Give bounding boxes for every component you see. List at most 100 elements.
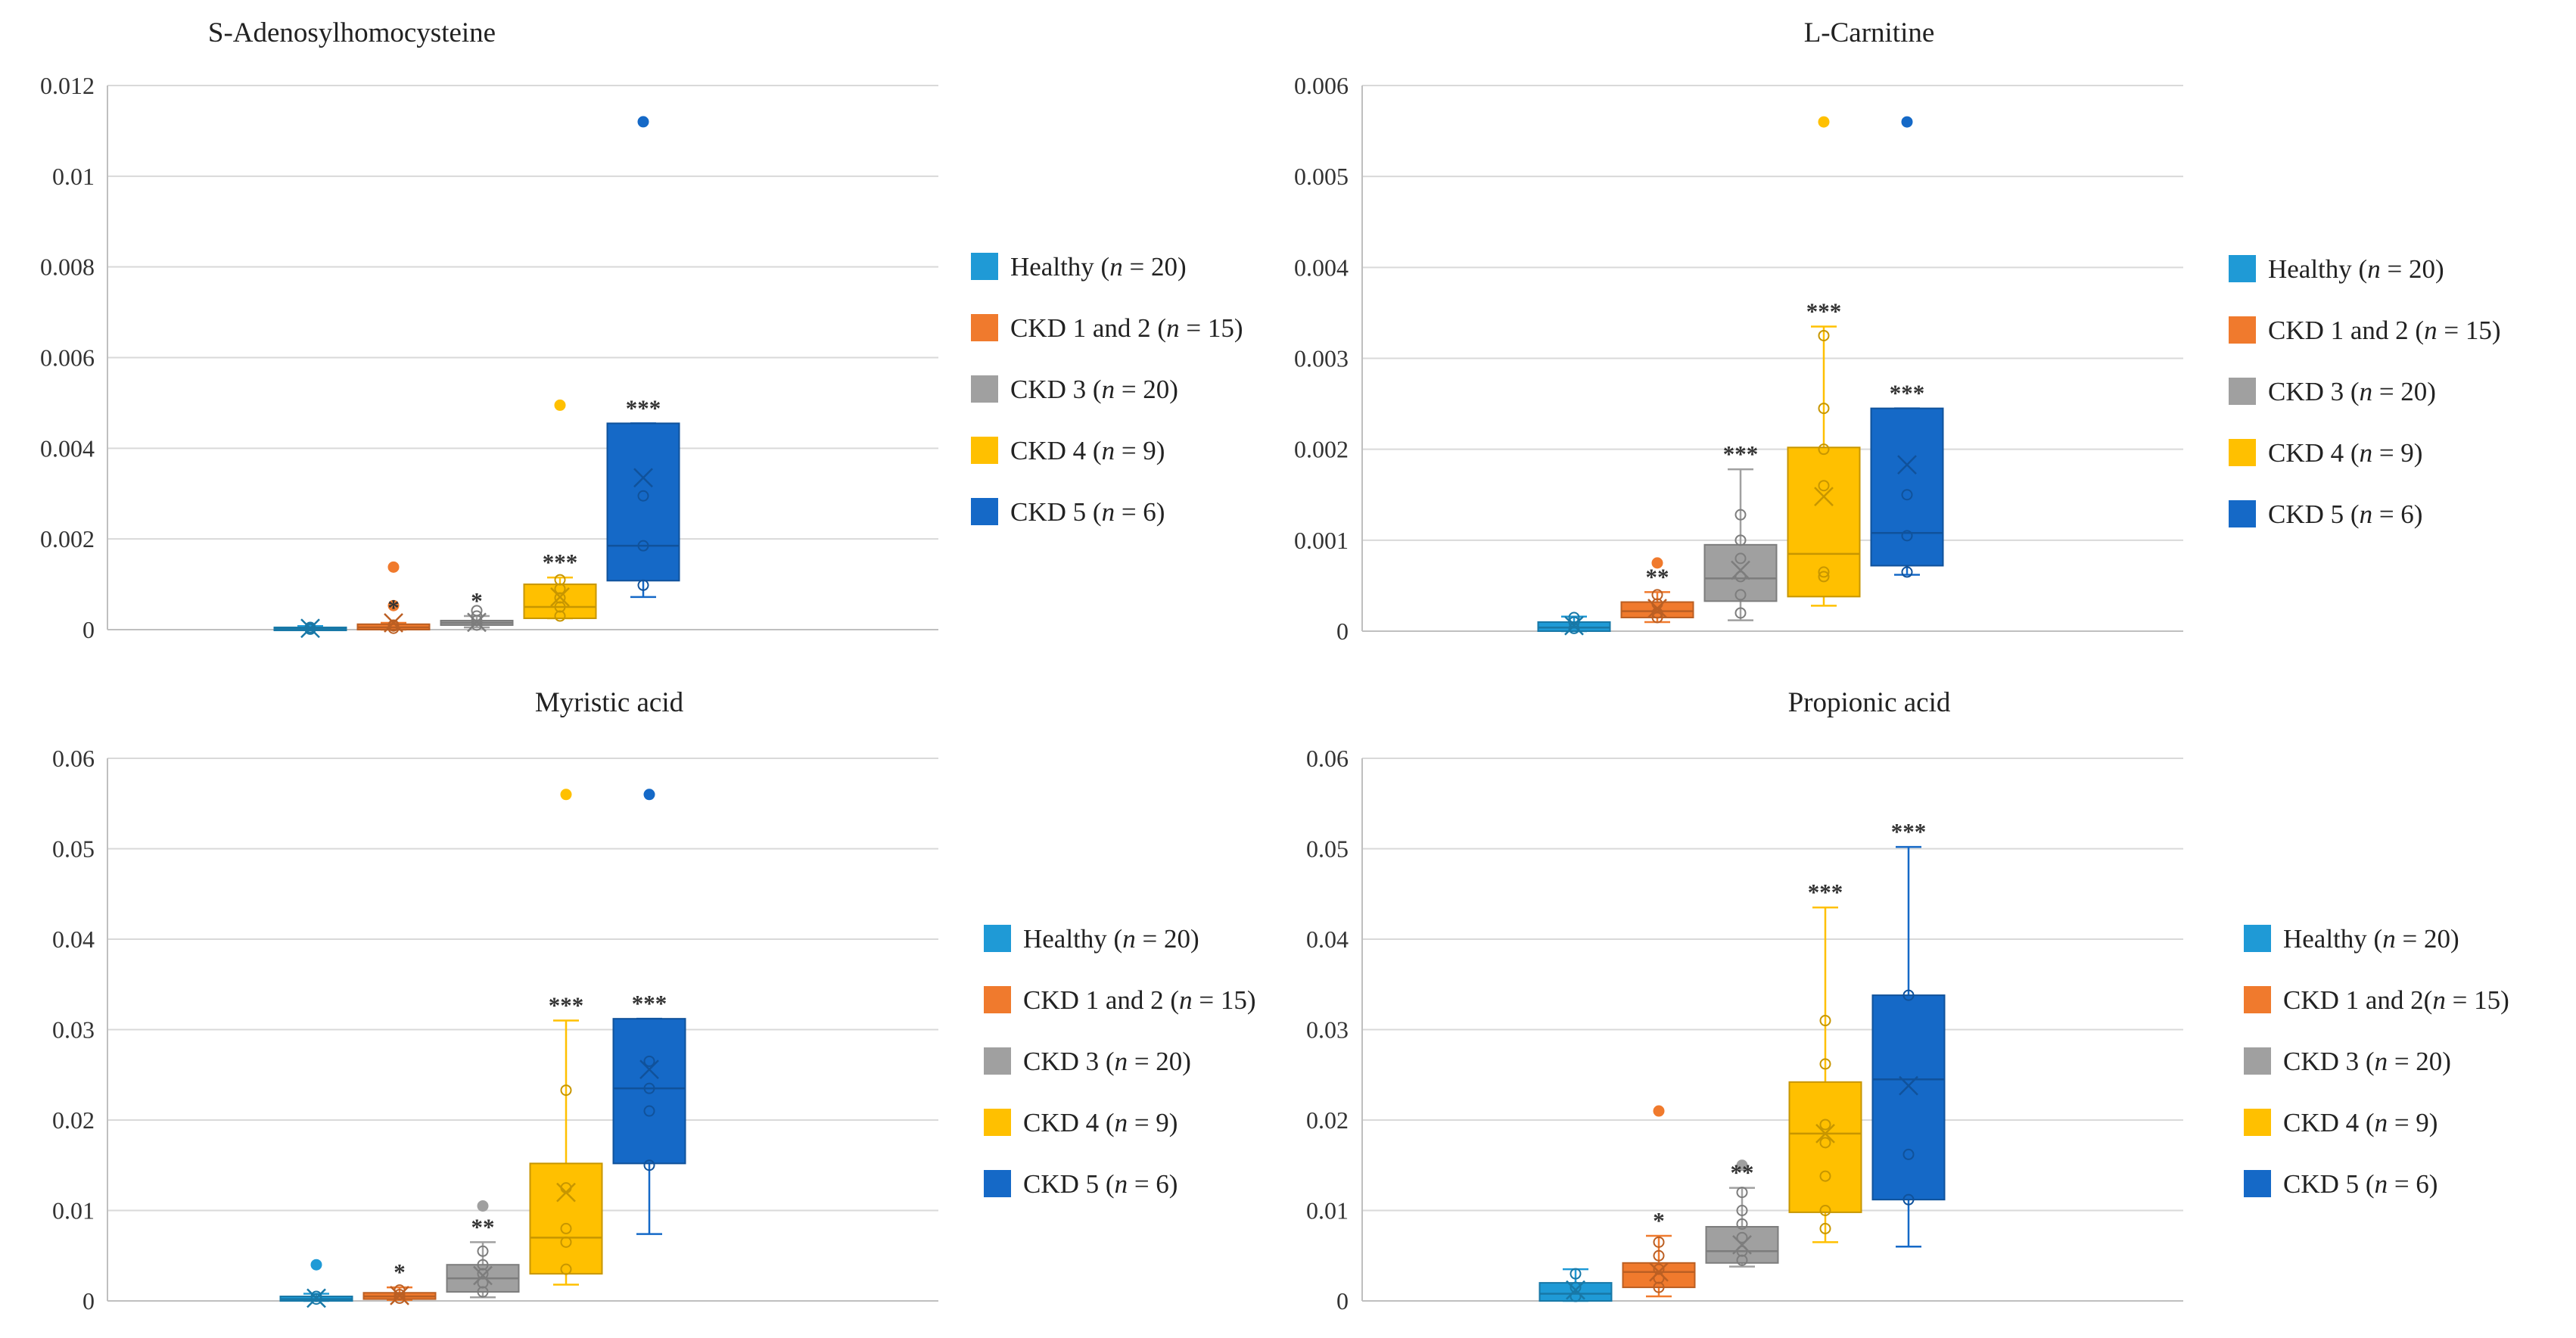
data-point [1901, 489, 1913, 501]
legend-swatch [2229, 378, 2256, 405]
y-tick-label: 0.01 [52, 1197, 95, 1224]
legend-label: CKD 1 and 2 (n = 15) [1010, 313, 1243, 343]
legend-swatch [2229, 255, 2256, 282]
legend-text: Healthy ( [1023, 924, 1122, 954]
box-ckd-3: *** [1703, 440, 1778, 621]
data-point [471, 605, 483, 617]
data-point [1653, 1272, 1665, 1284]
outlier-point [387, 561, 400, 573]
legend-label: CKD 4 (n = 9) [1023, 1108, 1178, 1137]
data-point [554, 592, 566, 604]
y-tick-label: 0.03 [52, 1016, 95, 1044]
data-point [1902, 1193, 1915, 1206]
outlier-point [1651, 557, 1663, 569]
legend-item: CKD 3 (n = 20) [984, 1047, 1191, 1076]
data-point [1818, 480, 1830, 492]
legend-n-italic: n [1109, 252, 1123, 282]
legend-n-italic: n [2375, 1169, 2388, 1199]
legend-text: = 20) [2381, 254, 2444, 284]
y-tick-label: 0.002 [1294, 436, 1349, 463]
mean-marker [390, 1285, 409, 1305]
data-point [1734, 534, 1747, 546]
y-tick-label: 0 [1336, 1287, 1349, 1315]
data-point [1570, 1290, 1582, 1302]
data-point [1902, 1148, 1915, 1160]
data-point [1570, 1281, 1582, 1293]
data-point [477, 1245, 489, 1257]
legend-text: = 9) [1128, 1108, 1178, 1137]
box-ckd-5: *** [606, 116, 680, 599]
legend-item: CKD 3 (n = 20) [2229, 377, 2436, 406]
legend-n-italic: n [2432, 985, 2446, 1015]
outlier-point [643, 789, 655, 801]
chart-title: S-Adenosylhomocysteine [208, 17, 496, 48]
data-point [1568, 622, 1580, 634]
outlier-point [310, 1259, 322, 1271]
y-tick-label: 0.002 [40, 525, 95, 552]
legend-label: CKD 5 (n = 6) [1010, 497, 1165, 527]
box-ckd-3: ** [446, 1200, 520, 1299]
panel-myristic-acid: Myristic acid00.010.020.030.040.050.06**… [52, 687, 1256, 1315]
data-point [1734, 589, 1747, 601]
legend-swatch [971, 314, 998, 341]
data-point [394, 1289, 406, 1301]
significance-label: ** [1646, 563, 1669, 590]
legend-n-italic: n [1179, 985, 1193, 1015]
y-tick-label: 0.001 [1294, 527, 1349, 554]
data-point [1818, 566, 1830, 578]
legend-swatch [2244, 1109, 2271, 1136]
legend-swatch [2244, 1047, 2271, 1075]
legend-item: Healthy (n = 20) [984, 924, 1199, 954]
legend-item: Healthy (n = 20) [2244, 924, 2459, 954]
data-point [304, 621, 316, 633]
legend-label: CKD 3 (n = 20) [2268, 377, 2436, 406]
legend-text: = 6) [2372, 499, 2422, 529]
data-point [637, 490, 649, 502]
legend-swatch [984, 986, 1011, 1013]
legend-n-italic: n [1102, 436, 1115, 465]
legend-swatch [971, 498, 998, 525]
legend-text: = 20) [1115, 375, 1178, 404]
legend-text: Healthy ( [1010, 252, 1109, 282]
significance-label: *** [1808, 879, 1843, 905]
significance-label: *** [543, 549, 578, 575]
iqr-box [612, 1018, 686, 1165]
data-point [554, 574, 566, 586]
legend-text: = 20) [1136, 924, 1199, 954]
legend-text: = 15) [2438, 316, 2501, 345]
chart-title: Propionic acid [1788, 687, 1951, 718]
legend-swatch [971, 437, 998, 464]
legend-n-italic: n [1115, 1047, 1128, 1076]
data-point [1818, 443, 1830, 456]
box-ckd-5: *** [1871, 818, 1946, 1248]
data-point [637, 540, 649, 552]
panel-s-adenosylhomocysteine: S-Adenosylhomocysteine 0 0.002 0.004 0.006 0.… [40, 17, 1243, 643]
data-point [554, 610, 566, 622]
chart-title: Myristic acid [535, 687, 684, 718]
legend-text: = 6) [1115, 497, 1165, 527]
data-point [1818, 403, 1830, 415]
data-point [643, 1159, 655, 1172]
data-point [1734, 607, 1747, 619]
legend-text: = 20) [2372, 377, 2436, 406]
data-point [1819, 1170, 1831, 1182]
legend-item: CKD 4 (n = 9) [984, 1108, 1178, 1137]
legend-text: CKD 1 and 2 ( [1010, 313, 1166, 343]
data-point [471, 610, 483, 622]
data-point [643, 1105, 655, 1117]
legend-item: CKD 1 and 2(n = 15) [2244, 985, 2509, 1015]
outlier-point [554, 399, 566, 411]
iqr-box [606, 422, 680, 582]
box-ckd-1-and-2: * [356, 561, 431, 634]
legend-label: Healthy (n = 20) [2283, 924, 2459, 954]
data-point [477, 1286, 489, 1298]
data-point [643, 1055, 655, 1067]
legend-label: CKD 3 (n = 20) [2283, 1047, 2451, 1076]
mean-marker [1899, 1075, 1918, 1096]
significance-label: *** [1891, 818, 1927, 845]
legend-n-italic: n [2367, 254, 2381, 284]
box-ckd-4: *** [523, 399, 597, 622]
data-point [560, 1222, 572, 1234]
legend-text: = 9) [1115, 436, 1165, 465]
legend-swatch [2244, 925, 2271, 952]
